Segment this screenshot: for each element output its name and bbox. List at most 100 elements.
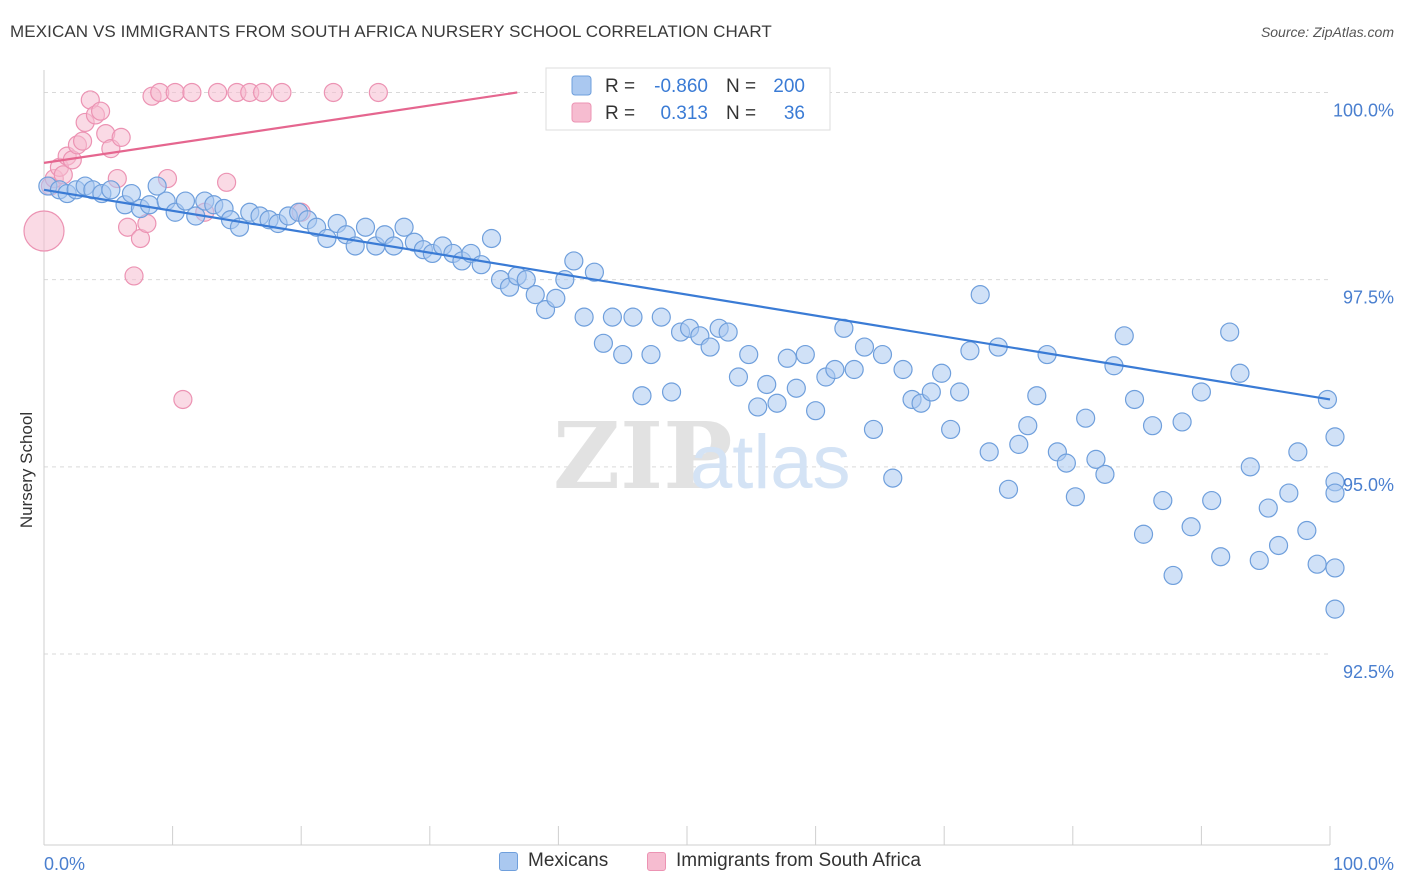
point-mexicans-56	[564, 251, 584, 271]
stats-legend: R = -0.860 N = 200 R = 0.313 N = 36	[545, 67, 831, 131]
trend-line-mexicans	[43, 188, 1331, 401]
point-mexicans-128	[1258, 498, 1278, 518]
stats-legend-swatch-mexicans	[571, 75, 592, 96]
point-mexicans-95	[941, 419, 961, 440]
point-mexicans-66	[661, 382, 682, 402]
point-mexicans-110	[1086, 449, 1106, 469]
stats-r-label-immigrants: R =	[605, 103, 635, 124]
point-mexicans-114	[1124, 389, 1145, 410]
point-mexicans-38	[394, 217, 414, 237]
point-mexicans-73	[728, 367, 749, 387]
point-mexicans-78	[777, 348, 797, 368]
point-mexicans-130	[1279, 483, 1299, 503]
point-mexicans-74	[739, 344, 759, 365]
point-mexicans-64	[641, 344, 661, 365]
point-mexicans-34	[355, 217, 376, 237]
watermark-atlas: atlas	[690, 420, 851, 505]
point-immigrants-25	[182, 82, 202, 103]
stats-legend-swatch-immigrants	[571, 102, 592, 123]
point-immigrants-32	[272, 82, 292, 103]
trend-lines	[43, 91, 1331, 401]
point-mexicans-113	[1114, 326, 1134, 346]
point-mexicans-109	[1076, 408, 1096, 428]
y-axis-label: Nursery School	[17, 412, 36, 528]
point-mexicans-85	[844, 359, 864, 380]
point-mexicans-63	[632, 386, 652, 406]
point-mexicans-117	[1153, 490, 1173, 511]
y-tick-label-2: 95.0%	[1343, 475, 1394, 495]
point-mexicans-124	[1220, 322, 1240, 342]
point-mexicans-126	[1240, 457, 1260, 477]
point-mexicans-88	[872, 344, 893, 365]
point-mexicans-80	[795, 344, 815, 365]
point-mexicans-58	[584, 262, 605, 282]
point-mexicans-118	[1163, 565, 1183, 586]
point-mexicans-65	[651, 307, 671, 327]
stats-n-label-immigrants: N =	[726, 103, 756, 124]
watermark-zip: ZIP	[553, 402, 732, 510]
point-mexicans-86	[854, 337, 875, 357]
point-mexicans-75	[748, 397, 768, 417]
stats-n-value-immigrants: 36	[784, 103, 805, 124]
stats-r-value-immigrants: 0.313	[660, 103, 708, 124]
y-tick-label-0: 100.0%	[1333, 100, 1394, 120]
legend-swatch-mexicans	[499, 851, 518, 871]
point-mexicans-12	[147, 176, 167, 196]
point-mexicans-57	[574, 307, 594, 327]
legend-swatch-immigrants	[647, 851, 666, 871]
point-mexicans-136	[1325, 599, 1345, 619]
stats-legend-box	[545, 67, 831, 131]
point-mexicans-107	[1056, 453, 1076, 473]
point-mexicans-133	[1307, 554, 1327, 574]
point-mexicans-125	[1230, 363, 1250, 383]
point-mexicans-76	[757, 374, 777, 395]
point-mexicans-96	[950, 382, 970, 402]
point-mexicans-11	[139, 195, 160, 215]
point-mexicans-15	[175, 191, 196, 211]
point-mexicans-108	[1065, 487, 1085, 507]
point-mexicans-98	[970, 285, 990, 305]
point-mexicans-119	[1172, 412, 1192, 432]
point-mexicans-121	[1191, 382, 1212, 402]
stats-r-label-mexicans: R =	[605, 76, 635, 97]
point-mexicans-99	[979, 442, 999, 462]
point-mexicans-104	[1027, 386, 1047, 406]
trend-line-immigrants	[43, 91, 518, 164]
point-mexicans-61	[613, 344, 633, 365]
series-mexicans-points	[38, 176, 1345, 619]
point-mexicans-77	[767, 393, 787, 413]
point-mexicans-9	[121, 183, 142, 204]
point-mexicans-89	[883, 468, 903, 488]
point-mexicans-87	[863, 419, 884, 440]
point-mexicans-116	[1142, 416, 1163, 436]
point-mexicans-46	[471, 255, 491, 275]
point-mexicans-54	[546, 288, 566, 308]
point-mexicans-115	[1133, 524, 1154, 544]
point-immigrants-34	[323, 82, 343, 103]
point-immigrants-23	[165, 82, 185, 103]
axes	[43, 70, 1331, 846]
point-mexicans-72	[718, 322, 738, 342]
point-mexicans-102	[1009, 434, 1029, 454]
point-mexicans-101	[998, 479, 1019, 499]
point-immigrants-28	[217, 172, 237, 192]
source-label: Source: ZipAtlas.com	[1260, 24, 1394, 40]
x-tick-label-right: 100.0%	[1333, 854, 1394, 874]
point-mexicans-132	[1297, 520, 1317, 541]
point-mexicans-131	[1288, 442, 1308, 462]
point-immigrants-7	[72, 131, 93, 151]
y-tick-label-3: 92.5%	[1343, 662, 1394, 682]
point-mexicans-83	[825, 359, 845, 380]
point-immigrants-15	[111, 127, 131, 147]
chart-title: MEXICAN VS IMMIGRANTS FROM SOUTH AFRICA …	[10, 22, 772, 41]
point-mexicans-122	[1202, 490, 1222, 511]
legend-item-immigrants[interactable]: Immigrants from South Africa	[647, 850, 921, 872]
point-mexicans-135	[1325, 558, 1345, 578]
point-mexicans-111	[1095, 464, 1115, 484]
legend-item-mexicans[interactable]: Mexicans	[499, 850, 608, 872]
point-mexicans-52	[525, 285, 545, 305]
stats-n-value-mexicans: 200	[773, 76, 805, 97]
legend-label-mexicans: Mexicans	[528, 850, 609, 871]
point-mexicans-59	[593, 333, 614, 353]
